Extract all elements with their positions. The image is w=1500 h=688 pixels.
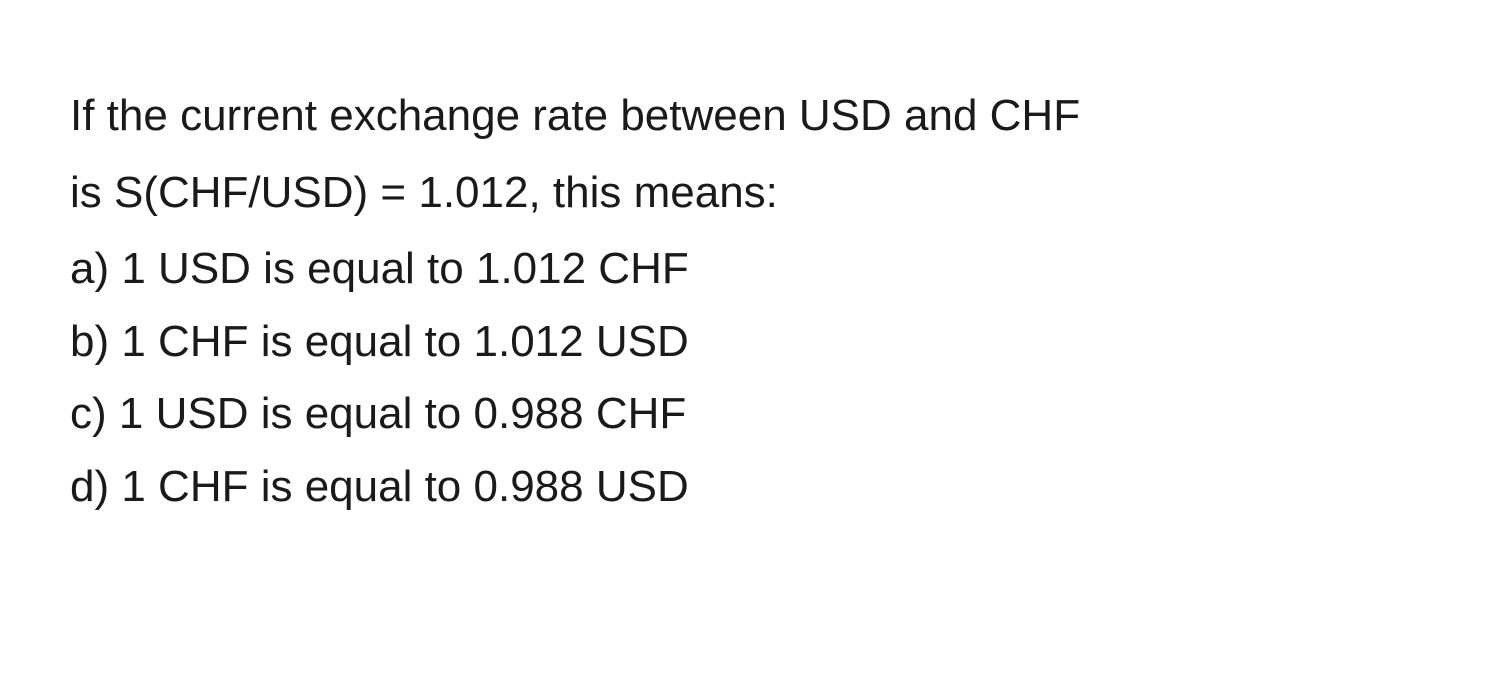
- question-line-1: If the current exchange rate between USD…: [70, 80, 1430, 153]
- question-container: If the current exchange rate between USD…: [70, 80, 1430, 524]
- option-a: a) 1 USD is equal to 1.012 CHF: [70, 233, 1430, 306]
- question-line-2: is S(CHF/USD) = 1.012, this means:: [70, 157, 1430, 230]
- option-c: c) 1 USD is equal to 0.988 CHF: [70, 378, 1430, 451]
- option-b: b) 1 CHF is equal to 1.012 USD: [70, 306, 1430, 379]
- option-d: d) 1 CHF is equal to 0.988 USD: [70, 451, 1430, 524]
